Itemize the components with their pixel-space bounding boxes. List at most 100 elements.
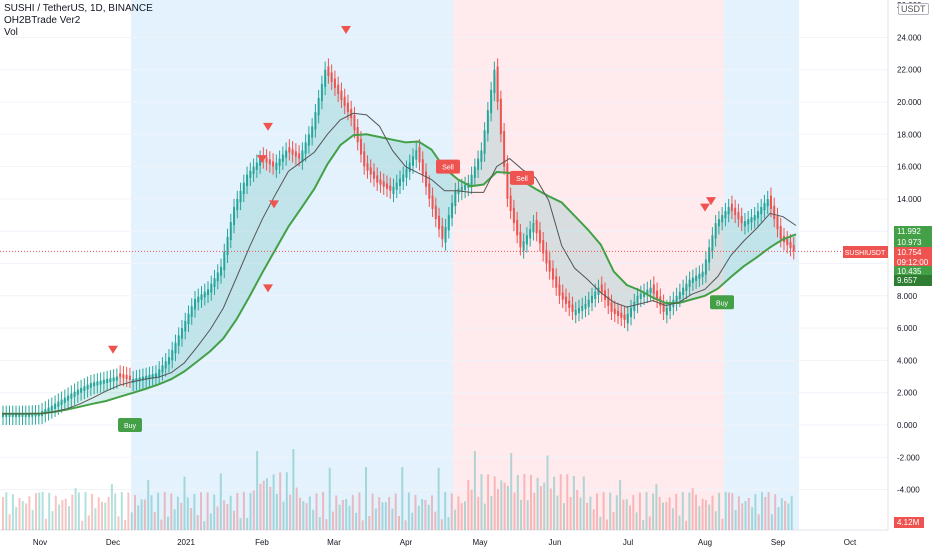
volume-bar [718,492,721,530]
y-tick-label: 20.000 [897,98,922,107]
y-tick-label: 2.000 [897,389,918,398]
candle-body [141,376,144,381]
candle-body [643,291,646,298]
volume-bar [348,505,351,530]
volume-bar [124,519,127,530]
candle-body [15,413,18,417]
volume-bar [107,496,110,530]
volume-bar [655,483,658,530]
candle-body [340,90,343,100]
volume-bar [553,476,556,530]
candle-body [372,171,375,179]
candle-body [675,295,678,304]
price-label: 11.992 [897,227,921,236]
candle-body [353,114,356,131]
volume-bar [127,492,130,530]
candle-body [548,260,551,272]
candle-body [210,283,213,293]
volume-bar [31,510,34,530]
volume-bar [764,496,767,530]
volume-bar [520,499,523,530]
candle-body [776,215,779,230]
candle-body [18,413,21,417]
candle-body [200,294,203,300]
candle-body [167,357,170,365]
volume-bar [48,492,51,530]
candle-body [568,300,571,308]
volume-bar [704,500,707,530]
candle-body [506,163,509,199]
volume-bar [572,475,575,530]
candle-body [551,268,554,280]
volume-bar [38,492,41,530]
candle-body [724,211,727,219]
candle-body [86,384,89,390]
candle-body [148,374,151,379]
candle-body [512,207,515,224]
candle-body [457,188,460,195]
volume-bar [266,478,268,530]
y-tick-label: -2.000 [897,453,920,462]
candle-body [558,284,561,296]
candle-body [769,195,772,209]
candle-body [255,162,258,170]
volume-bar [394,493,397,530]
legend-volume[interactable]: Vol [4,27,18,38]
candle-body [389,185,392,191]
y-tick-label: 22.000 [897,66,922,75]
volume-bar [236,492,239,530]
volume-bar [87,515,90,530]
volume-bar [299,497,301,530]
volume-bar [774,494,777,530]
volume-bar [216,506,219,530]
candle-body [115,376,118,381]
candle-body [145,375,148,380]
volume-bar [728,492,730,530]
legend-indicator[interactable]: OH2BTrade Ver2 [4,15,81,26]
volume-bar [242,492,245,530]
candle-body [382,181,385,187]
volume-bar [61,500,64,530]
volume-bar [483,503,486,530]
x-tick-label: Mar [327,538,341,547]
candle-body [67,395,70,401]
candle-body [73,391,76,397]
currency-badge[interactable]: USDT [898,3,929,15]
candle-body [412,156,415,166]
x-tick-label: 2021 [177,538,195,547]
buy-signal-label: Buy [716,300,729,307]
volume-bar [381,502,384,530]
candle-body [483,130,486,154]
candle-body [402,174,405,182]
volume-bar [275,493,278,530]
x-tick-label: May [472,538,487,547]
price-label: 10.435 [897,267,922,276]
candle-body [226,236,229,256]
candle-body [600,284,603,294]
legend-symbol[interactable]: SUSHI / TetherUS, 1D, BINANCE [4,3,153,14]
candle-body [451,202,454,219]
candle-body [63,397,66,403]
volume-bar [530,474,532,530]
candle-body [34,413,37,417]
volume-bar [94,508,97,530]
volume-bar [338,504,341,530]
candle-body [70,393,73,399]
candle-body [60,399,63,405]
candle-body [747,219,750,225]
volume-bar [681,492,684,530]
volume-bar [292,449,295,530]
candle-body [516,219,519,236]
volume-bar [556,495,559,530]
volume-bar [371,493,374,530]
volume-bar [523,474,526,530]
candle-body [649,287,652,293]
candle-body [789,242,792,249]
volume-bar [25,503,28,530]
volume-bar [101,501,103,530]
x-tick-label: Aug [698,538,712,547]
volume-bar [209,513,212,530]
candle-body [216,272,219,282]
candle-body [278,158,281,166]
